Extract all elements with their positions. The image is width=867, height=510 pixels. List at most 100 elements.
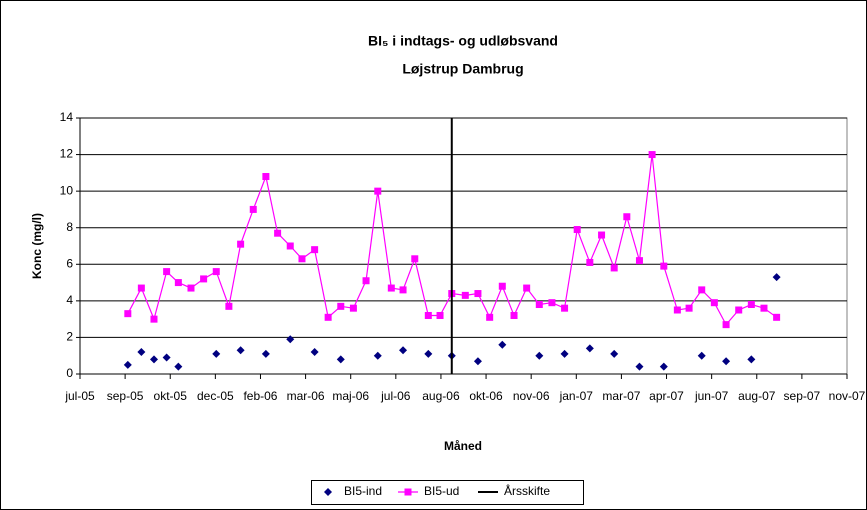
y-tick-label: 0 xyxy=(66,366,73,380)
marker xyxy=(163,268,171,276)
chart-title: BI₅ i indtags- og udløbsvand xyxy=(368,33,558,49)
legend-box xyxy=(311,480,584,505)
marker xyxy=(187,284,195,292)
x-tick-label: jul-06 xyxy=(381,389,411,403)
marker xyxy=(411,255,419,263)
x-axis-label: Måned xyxy=(444,439,482,453)
legend-label: BI5-ind xyxy=(344,484,382,498)
legend-marker xyxy=(324,488,332,496)
x-tick-label: okt-06 xyxy=(469,389,503,403)
marker xyxy=(399,286,407,294)
marker xyxy=(424,349,433,358)
marker xyxy=(149,355,158,364)
marker xyxy=(174,362,183,371)
marker xyxy=(337,302,345,310)
marker xyxy=(162,353,171,362)
marker xyxy=(286,335,295,344)
marker xyxy=(124,310,132,318)
marker xyxy=(610,349,619,358)
marker xyxy=(560,349,569,358)
marker xyxy=(336,355,345,364)
marker xyxy=(324,313,332,321)
marker xyxy=(310,348,319,357)
x-tick-label: jul-05 xyxy=(65,389,95,403)
marker xyxy=(498,282,506,290)
marker xyxy=(174,279,182,287)
marker xyxy=(673,306,681,314)
marker xyxy=(261,349,270,358)
marker xyxy=(349,304,357,312)
marker xyxy=(362,277,370,285)
marker xyxy=(659,362,668,371)
marker xyxy=(424,311,432,319)
marker xyxy=(747,355,756,364)
y-tick-label: 2 xyxy=(66,330,73,344)
marker xyxy=(262,173,270,181)
marker xyxy=(137,348,146,357)
marker xyxy=(225,302,233,310)
marker xyxy=(373,351,382,360)
chart-subtitle: Løjstrup Dambrug xyxy=(402,61,523,77)
y-tick-label: 12 xyxy=(60,147,74,161)
y-tick-label: 14 xyxy=(60,110,74,124)
marker xyxy=(200,275,208,283)
marker xyxy=(399,346,408,355)
marker xyxy=(123,360,132,369)
marker xyxy=(586,258,594,266)
marker xyxy=(236,346,245,355)
y-axis-label: Konc (mg/l) xyxy=(30,213,44,279)
marker xyxy=(623,213,631,221)
marker xyxy=(735,306,743,314)
plot-area xyxy=(79,117,848,375)
y-tick-label: 4 xyxy=(66,293,73,307)
marker xyxy=(274,229,282,237)
x-tick-label: mar-06 xyxy=(286,389,325,403)
marker xyxy=(598,231,606,239)
marker xyxy=(387,284,395,292)
x-tick-label: okt-05 xyxy=(153,389,187,403)
x-tick-label: nov-07 xyxy=(828,389,866,403)
marker xyxy=(648,151,656,159)
x-tick-label: aug-07 xyxy=(738,389,776,403)
legend-label: Årsskifte xyxy=(504,483,550,498)
marker xyxy=(249,205,257,213)
marker xyxy=(660,262,668,270)
marker xyxy=(610,264,618,272)
marker xyxy=(635,257,643,265)
marker xyxy=(212,268,220,276)
marker xyxy=(535,351,544,360)
marker xyxy=(212,349,221,358)
x-tick-label: sep-05 xyxy=(106,389,144,403)
x-tick-label: jun-07 xyxy=(694,389,729,403)
y-tick-label: 10 xyxy=(60,183,74,197)
marker xyxy=(760,304,768,312)
x-tick-label: jan-07 xyxy=(559,389,593,403)
marker xyxy=(773,313,781,321)
marker xyxy=(747,301,755,309)
marker xyxy=(486,313,494,321)
y-tick-label: 6 xyxy=(66,256,73,270)
marker xyxy=(722,321,730,329)
marker xyxy=(150,315,158,323)
x-tick-label: maj-06 xyxy=(332,389,370,403)
x-tick-label: mar-07 xyxy=(602,389,641,403)
marker xyxy=(561,304,569,312)
marker xyxy=(374,187,382,195)
marker xyxy=(311,246,319,254)
marker xyxy=(286,242,294,250)
x-tick-label: apr-07 xyxy=(649,389,684,403)
marker xyxy=(535,301,543,309)
marker xyxy=(474,290,482,298)
marker xyxy=(237,240,245,248)
marker xyxy=(298,255,306,263)
marker xyxy=(635,362,644,371)
marker xyxy=(697,351,706,360)
marker xyxy=(436,311,444,319)
marker xyxy=(498,340,507,349)
x-tick-label: feb-06 xyxy=(243,389,278,403)
x-tick-label: dec-05 xyxy=(196,389,234,403)
marker xyxy=(698,286,706,294)
marker xyxy=(710,299,718,307)
